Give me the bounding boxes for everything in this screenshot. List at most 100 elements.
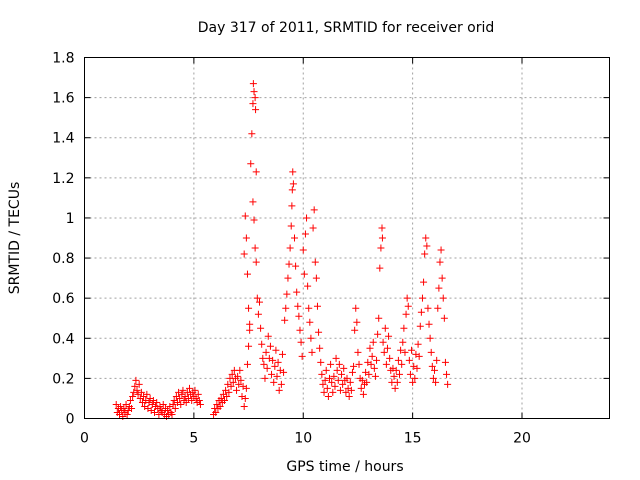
data-point [242, 234, 250, 242]
data-point [243, 270, 251, 278]
data-point [393, 378, 401, 386]
data-point [241, 394, 249, 402]
data-point [398, 360, 406, 368]
data-point [271, 362, 279, 370]
y-tick-label: 0 [66, 412, 75, 428]
data-point [332, 354, 340, 362]
data-point [381, 324, 389, 332]
data-point [376, 264, 384, 272]
data-point [245, 304, 253, 312]
data-point [252, 258, 260, 266]
data-point [261, 374, 269, 382]
data-point [254, 310, 262, 318]
data-point [252, 168, 260, 176]
data-point [342, 388, 350, 396]
data-point [420, 278, 428, 286]
data-point [212, 408, 220, 416]
data-point [345, 392, 353, 400]
data-point [343, 374, 351, 382]
data-point [275, 386, 283, 394]
data-point [241, 212, 249, 220]
data-point [306, 318, 314, 326]
x-axis-label: GPS time / hours [286, 459, 403, 475]
data-point [137, 388, 145, 396]
data-point [176, 394, 184, 402]
data-point [443, 370, 451, 378]
y-tick-label: 0.8 [52, 251, 74, 267]
data-point [433, 356, 441, 364]
data-point [378, 224, 386, 232]
data-point [422, 234, 430, 242]
data-point [391, 384, 399, 392]
x-tick-label: 20 [513, 431, 531, 447]
data-point [378, 234, 386, 242]
data-point [301, 230, 309, 238]
data-point [414, 340, 422, 348]
data-point [322, 366, 330, 374]
data-point [435, 284, 443, 292]
data-point [240, 250, 248, 258]
data-point [288, 186, 296, 194]
data-point [249, 198, 257, 206]
data-point [257, 324, 265, 332]
data-point [418, 294, 426, 302]
data-point [292, 262, 300, 270]
data-point [194, 390, 202, 398]
data-point [229, 378, 237, 386]
data-point [355, 360, 363, 368]
data-point [426, 334, 434, 342]
data-point [288, 202, 296, 210]
data-point [284, 274, 292, 282]
data-point [131, 382, 139, 390]
data-point [367, 360, 375, 368]
data-point [251, 244, 259, 252]
data-point [348, 368, 356, 376]
data-point [143, 390, 151, 398]
data-point [312, 274, 320, 282]
data-point [249, 80, 257, 88]
data-point [338, 370, 346, 378]
x-tick-label: 10 [294, 431, 312, 447]
data-point [328, 378, 336, 386]
data-point [282, 304, 290, 312]
data-point [304, 282, 312, 290]
data-point [112, 400, 120, 408]
data-point [318, 370, 326, 378]
data-point [196, 400, 204, 408]
data-point [424, 304, 432, 312]
data-point [234, 372, 242, 380]
data-point [405, 356, 413, 364]
data-point [298, 352, 306, 360]
data-point [331, 382, 339, 390]
data-point [365, 370, 373, 378]
data-point [413, 364, 421, 372]
x-tick-label: 5 [189, 431, 198, 447]
y-tick-label: 0.2 [52, 371, 74, 387]
data-point [346, 378, 354, 386]
x-tick-label: 15 [404, 431, 422, 447]
data-point [281, 316, 289, 324]
data-point [354, 348, 362, 356]
data-point [227, 382, 235, 390]
data-point [283, 290, 291, 298]
data-point [305, 304, 313, 312]
y-tick-label: 1 [66, 211, 75, 227]
axis-ticks: 0 0.2 0.4 0.6 0.8 1 1.2 1.4 1.6 1.8 0 5 10 15 20 [52, 51, 610, 447]
data-point [308, 348, 316, 356]
data-point [403, 294, 411, 302]
data-point [315, 328, 323, 336]
data-point [359, 390, 367, 398]
data-point [357, 384, 365, 392]
data-point [335, 360, 343, 368]
data-point [293, 288, 301, 296]
data-point [243, 360, 251, 368]
data-point [129, 392, 137, 400]
data-point [225, 388, 233, 396]
data-point [179, 386, 187, 394]
data-point [291, 234, 298, 242]
y-tick-label: 1.6 [52, 91, 74, 107]
data-point [358, 376, 366, 384]
data-point [294, 302, 302, 310]
data-point [277, 380, 285, 388]
data-point [311, 258, 319, 266]
